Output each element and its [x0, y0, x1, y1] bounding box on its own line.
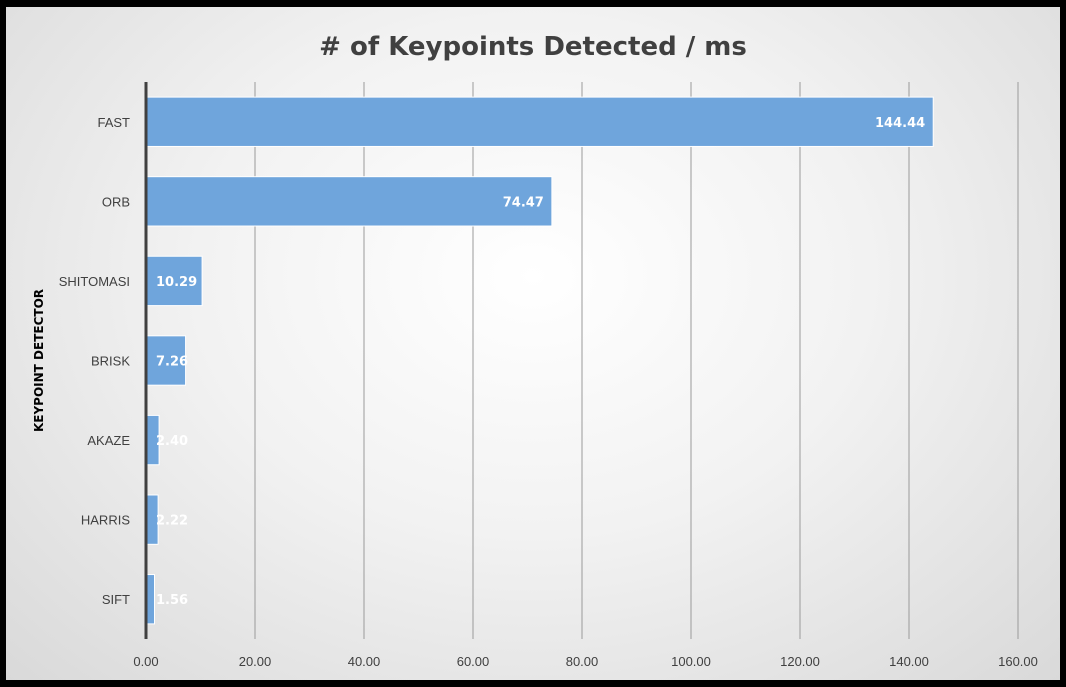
x-tick-label: 140.00	[889, 654, 929, 669]
chart-frame: # of Keypoints Detected / ms 144.44 74.47…	[6, 7, 1060, 680]
category-label: ORB	[102, 194, 130, 209]
data-labels: 144.44 74.47 10.29 7.26 2.40 2.22 1.56	[156, 116, 925, 608]
category-label: BRISK	[91, 354, 130, 369]
category-label: AKAZE	[87, 433, 130, 448]
x-tick-label: 160.00	[998, 654, 1038, 669]
y-axis-title: KEYPOINT DETECTOR	[32, 289, 46, 432]
x-tick-label: 80.00	[566, 654, 599, 669]
data-label: 10.29	[156, 275, 197, 290]
x-tick-label: 20.00	[239, 654, 272, 669]
gridlines	[254, 82, 1019, 639]
x-tick-label: 40.00	[348, 654, 381, 669]
category-label: HARRIS	[81, 513, 130, 528]
data-label: 7.26	[156, 355, 188, 370]
bar-chart: # of Keypoints Detected / ms 144.44 74.47…	[32, 32, 1038, 669]
x-tick-label: 60.00	[457, 654, 490, 669]
bar	[145, 335, 187, 386]
category-label: SIFT	[102, 592, 130, 607]
data-label: 74.47	[503, 195, 544, 210]
category-labels: FAST ORB SHITOMASI BRISK AKAZE HARRIS SIFT	[59, 115, 131, 607]
bars	[145, 96, 934, 625]
x-tick-label: 0.00	[133, 654, 158, 669]
data-label: 1.56	[156, 593, 188, 608]
chart-title: # of Keypoints Detected / ms	[319, 32, 747, 62]
data-label: 2.40	[156, 434, 188, 449]
category-label: SHITOMASI	[59, 274, 130, 289]
bar	[145, 176, 553, 227]
x-tick-labels: 0.00 20.00 40.00 60.00 80.00 100.00 120.00 140.…	[133, 654, 1038, 669]
data-label: 144.44	[875, 116, 925, 131]
x-tick-label: 120.00	[780, 654, 820, 669]
x-tick-label: 100.00	[671, 654, 711, 669]
data-label: 2.22	[156, 514, 188, 529]
category-label: FAST	[97, 115, 130, 130]
bar	[145, 96, 934, 147]
